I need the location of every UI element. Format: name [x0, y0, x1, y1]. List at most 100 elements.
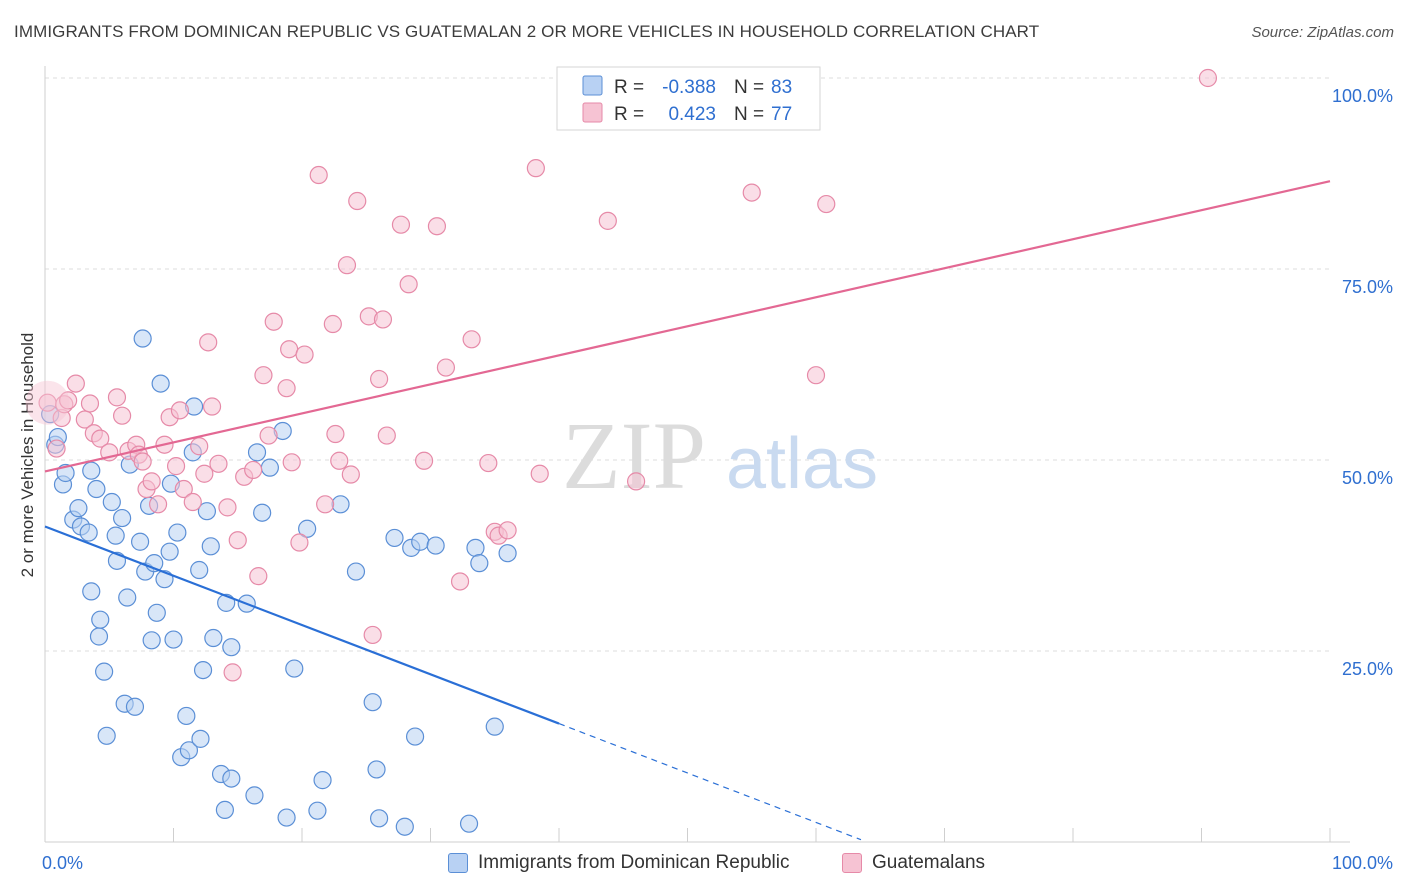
guatemalan-point-70[interactable] — [530, 464, 549, 483]
guatemalan-point-7[interactable] — [80, 394, 100, 413]
guatemalan-point-68[interactable] — [498, 521, 517, 540]
dominican-point-67[interactable] — [367, 760, 386, 779]
dominican-point-66[interactable] — [363, 693, 382, 712]
dominican-point-17[interactable] — [106, 526, 125, 545]
guatemalan-point-18[interactable] — [142, 472, 161, 491]
guatemalan-point-4[interactable] — [59, 391, 78, 410]
guatemalan-point-12[interactable] — [112, 406, 132, 425]
guatemalan-point-37[interactable] — [254, 366, 273, 385]
dominican-point-72[interactable] — [405, 727, 425, 746]
dominican-point-57[interactable] — [260, 458, 279, 477]
guatemalan-point-19[interactable] — [148, 495, 168, 514]
guatemalan-point-76[interactable] — [1198, 68, 1218, 88]
dominican-point-39[interactable] — [179, 741, 199, 760]
dominican-point-55[interactable] — [247, 443, 267, 462]
dominican-point-35[interactable] — [164, 630, 183, 649]
dominican-point-46[interactable] — [201, 537, 220, 556]
dominican-point-8[interactable] — [79, 523, 98, 542]
dominican-point-79[interactable] — [498, 544, 517, 563]
guatemalan-point-71[interactable] — [598, 211, 617, 230]
guatemalan-point-73[interactable] — [742, 183, 761, 202]
guatemalan-point-28[interactable] — [199, 333, 218, 352]
guatemalan-point-72[interactable] — [626, 472, 646, 491]
guatemalan-point-74[interactable] — [806, 366, 826, 385]
dominican-point-44[interactable] — [193, 660, 213, 680]
guatemalan-point-42[interactable] — [282, 453, 301, 472]
dominican-point-76[interactable] — [466, 538, 485, 557]
dominican-point-16[interactable] — [102, 492, 121, 512]
dominican-point-54[interactable] — [245, 786, 264, 805]
guatemalan-point-30[interactable] — [209, 454, 228, 473]
guatemalan-point-61[interactable] — [427, 217, 447, 236]
dominican-point-75[interactable] — [459, 814, 479, 833]
guatemalan-point-38[interactable] — [259, 426, 278, 445]
guatemalan-point-6[interactable] — [75, 410, 94, 429]
guatemalan-point-60[interactable] — [414, 451, 434, 470]
guatemalan-point-48[interactable] — [326, 424, 345, 444]
guatemalan-point-23[interactable] — [170, 401, 190, 420]
dominican-point-12[interactable] — [89, 627, 109, 646]
dominican-point-56[interactable] — [253, 503, 272, 522]
guatemalan-point-39[interactable] — [264, 312, 283, 331]
dominican-point-13[interactable] — [91, 610, 110, 629]
guatemalan-point-49[interactable] — [330, 451, 349, 470]
source-attribution[interactable]: Source: ZipAtlas.com — [1251, 24, 1394, 41]
guatemalan-point-58[interactable] — [391, 215, 411, 234]
dominican-point-77[interactable] — [470, 554, 489, 573]
dominican-point-47[interactable] — [204, 628, 223, 648]
guatemalan-point-32[interactable] — [223, 663, 242, 682]
dominican-point-68[interactable] — [370, 809, 389, 828]
guatemalan-point-65[interactable] — [479, 453, 498, 473]
dominican-point-64[interactable] — [331, 495, 350, 514]
guatemalan-point-47[interactable] — [323, 314, 342, 334]
dominican-point-43[interactable] — [191, 729, 210, 748]
dominican-point-78[interactable] — [485, 717, 504, 736]
guatemalan-point-40[interactable] — [277, 379, 296, 398]
dominican-point-45[interactable] — [197, 502, 217, 521]
guatemalan-point-57[interactable] — [377, 426, 396, 445]
guatemalan-point-46[interactable] — [316, 495, 335, 514]
guatemalan-point-50[interactable] — [337, 256, 357, 275]
guatemalan-point-63[interactable] — [450, 572, 470, 591]
guatemalan-point-27[interactable] — [195, 464, 214, 483]
dominican-point-52[interactable] — [222, 638, 241, 657]
dominican-point-33[interactable] — [160, 542, 179, 561]
guatemalan-point-24[interactable] — [174, 479, 193, 499]
dominican-point-74[interactable] — [426, 536, 445, 555]
dominican-point-15[interactable] — [97, 726, 116, 745]
dominican-point-69[interactable] — [385, 528, 404, 548]
guatemalan-point-33[interactable] — [228, 531, 247, 550]
dominican-point-59[interactable] — [277, 808, 296, 827]
guatemalan-point-69[interactable] — [526, 159, 545, 178]
guatemalan-point-36[interactable] — [249, 567, 268, 586]
dominican-point-30[interactable] — [147, 603, 166, 622]
dominican-point-31[interactable] — [151, 374, 170, 393]
dominican-point-49[interactable] — [215, 800, 234, 820]
guatemalan-point-35[interactable] — [244, 460, 263, 480]
dominican-point-63[interactable] — [313, 771, 332, 790]
guatemalan-point-1[interactable] — [47, 439, 66, 458]
dominican-point-36[interactable] — [168, 523, 187, 542]
dominican-point-38[interactable] — [177, 706, 196, 726]
guatemalan-point-31[interactable] — [218, 498, 237, 517]
guatemalan-point-56[interactable] — [373, 310, 393, 329]
dominican-point-61[interactable] — [298, 519, 317, 538]
guatemalan-point-55[interactable] — [370, 369, 389, 389]
legend-item-guatemalans[interactable]: Guatemalans — [842, 852, 985, 874]
guatemalan-point-41[interactable] — [280, 340, 299, 359]
guatemalan-point-64[interactable] — [462, 330, 481, 349]
dominican-point-73[interactable] — [411, 532, 430, 551]
dominican-point-24[interactable] — [130, 532, 150, 551]
legend-item-dominican[interactable]: Immigrants from Dominican Republic — [448, 852, 790, 874]
dominican-point-60[interactable] — [285, 659, 304, 678]
dominican-point-9[interactable] — [82, 461, 101, 480]
dominican-point-21[interactable] — [118, 588, 137, 607]
guatemalan-point-43[interactable] — [290, 533, 309, 552]
guatemalan-point-5[interactable] — [66, 374, 85, 393]
dominican-point-28[interactable] — [142, 631, 161, 650]
dominican-point-65[interactable] — [346, 562, 366, 581]
dominican-point-11[interactable] — [87, 479, 106, 499]
guatemalan-point-22[interactable] — [166, 457, 186, 476]
dominican-point-14[interactable] — [95, 662, 114, 681]
guatemalan-point-26[interactable] — [190, 437, 209, 456]
